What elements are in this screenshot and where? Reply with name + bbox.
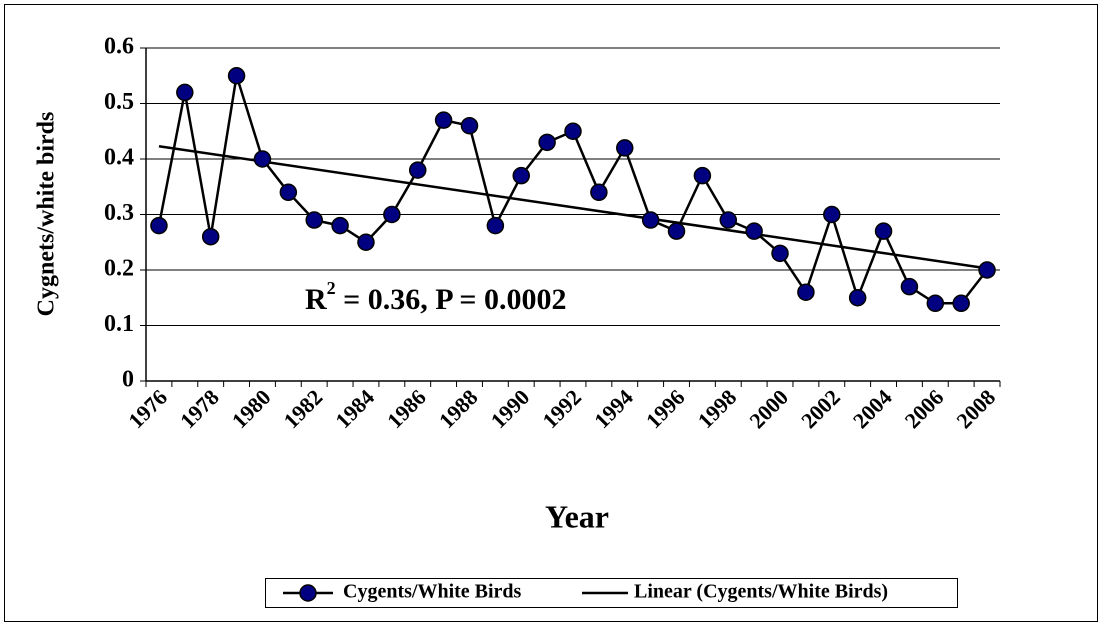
annotation-superscript: 2: [327, 278, 336, 298]
data-point: [667, 222, 686, 240]
data-point: [874, 222, 893, 240]
data-point: [383, 205, 401, 224]
data-point: [357, 233, 375, 251]
data-point: [693, 166, 712, 185]
data-point: [486, 216, 505, 235]
data-point: [253, 150, 272, 168]
data-point: [564, 122, 582, 140]
data-point: [512, 166, 530, 185]
data-point: [823, 205, 841, 224]
y-tick-label: 0.5: [104, 89, 134, 115]
data-point: [176, 83, 194, 102]
annotation: R2 = 0.36, P = 0.0002: [305, 278, 567, 316]
legend-label: Cygents/White Birds: [343, 581, 522, 603]
annotation-base: R: [305, 283, 327, 316]
data-point: [848, 289, 867, 307]
data-point: [978, 261, 996, 279]
y-tick-label: 0.1: [104, 311, 134, 337]
data-point: [797, 283, 815, 301]
data-point: [771, 244, 789, 263]
trend-line: [158, 144, 988, 270]
data-point: [641, 211, 660, 229]
y-tick-label: 0.4: [104, 145, 134, 171]
y-tick-label: 0: [122, 367, 134, 393]
y-tick-label: 0.6: [104, 34, 134, 60]
data-point: [926, 294, 945, 313]
data-point: [434, 111, 453, 129]
data-point: [305, 211, 323, 229]
y-tick-label: 0.2: [104, 256, 134, 282]
legend-label: Linear (Cygents/White Birds): [634, 581, 888, 603]
data-point: [227, 67, 246, 85]
data-point: [952, 294, 970, 313]
data-point: [331, 216, 349, 235]
annotation-rest: = 0.36, P = 0.0002: [336, 283, 567, 316]
data-point: [538, 133, 556, 152]
x-axis-title: Year: [545, 498, 609, 534]
data-point: [590, 183, 608, 202]
data-point: [279, 183, 298, 202]
legend-marker: [299, 584, 317, 602]
data-point: [408, 161, 427, 179]
y-tick-label: 0.3: [104, 200, 134, 226]
data-point: [201, 227, 220, 246]
data-point: [150, 216, 168, 235]
data-point: [460, 116, 479, 135]
data-point: [719, 211, 738, 229]
data-point: [900, 277, 919, 296]
data-point: [745, 222, 763, 240]
data-point: [616, 139, 634, 157]
y-axis-title: Cygnets/white birds: [34, 112, 60, 317]
